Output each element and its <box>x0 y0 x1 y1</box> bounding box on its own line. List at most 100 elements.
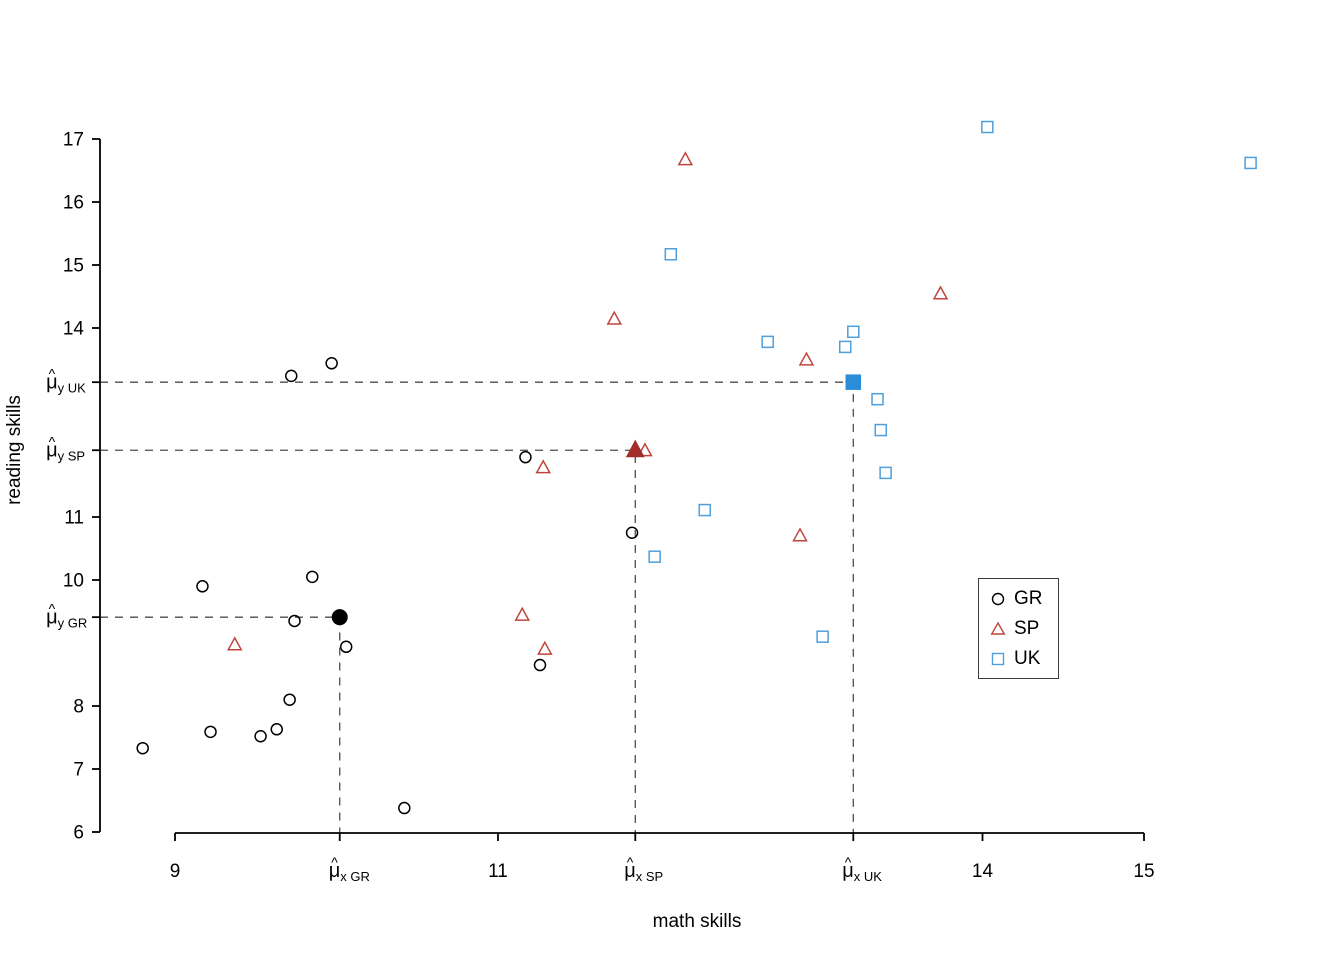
y-tick-label: 17 <box>63 130 84 151</box>
data-point-SP <box>792 527 808 542</box>
legend: GR SP UK <box>978 578 1059 679</box>
x-mu-label-UK: μ^x UK <box>842 854 882 884</box>
y-tick-label: 6 <box>73 823 84 844</box>
y-tick-label: 8 <box>73 697 84 718</box>
data-point-GR <box>283 693 296 706</box>
svg-text:x UK: x UK <box>854 869 883 884</box>
legend-item-gr: GR <box>990 584 1058 613</box>
data-point-SP <box>677 151 694 166</box>
data-point-UK <box>1244 156 1257 170</box>
y-tick-label: 7 <box>73 760 84 781</box>
data-point-UK <box>698 503 711 517</box>
data-point-GR <box>270 723 283 736</box>
x-mu-label-SP: μ^x SP <box>624 854 663 884</box>
data-point-GR <box>288 614 301 628</box>
svg-text:^: ^ <box>331 854 338 870</box>
data-point-SP <box>535 459 551 474</box>
y-mu-label-GR: μ^y GR <box>46 601 87 631</box>
data-point-UK <box>816 630 829 643</box>
svg-text:^: ^ <box>49 601 56 617</box>
data-point-SP <box>637 442 653 457</box>
data-point-UK <box>981 120 994 134</box>
legend-label-sp: SP <box>1014 617 1040 639</box>
svg-text:μ: μ <box>329 860 341 882</box>
y-tick-label: 15 <box>63 256 84 277</box>
mean-marker-UK <box>845 374 862 390</box>
mean-marker-GR <box>331 609 348 626</box>
data-point-GR <box>533 658 547 672</box>
uk-square-icon <box>991 652 1005 665</box>
svg-text:^: ^ <box>49 434 56 450</box>
gr-circle-icon <box>991 592 1005 605</box>
data-point-UK <box>761 335 774 349</box>
data-point-GR <box>196 580 209 593</box>
svg-text:^: ^ <box>49 366 56 382</box>
x-tick-label: 11 <box>488 861 508 882</box>
legend-item-uk: UK <box>990 644 1058 673</box>
data-point-SP <box>537 640 553 655</box>
y-tick-label: 11 <box>64 508 84 529</box>
mean-marker-SP <box>625 439 645 458</box>
legend-label-uk: UK <box>1014 647 1041 669</box>
x-tick-label: 15 <box>1133 861 1154 882</box>
data-point-UK <box>874 423 888 437</box>
series-GR <box>136 357 639 815</box>
data-point-GR <box>339 640 353 654</box>
svg-text:x GR: x GR <box>340 869 370 884</box>
axes <box>92 138 1145 841</box>
svg-text:μ: μ <box>842 860 854 882</box>
series-SP <box>226 151 949 655</box>
sp-triangle-icon <box>990 621 1006 635</box>
data-point-GR <box>204 725 217 739</box>
data-point-GR <box>325 357 338 370</box>
data-point-GR <box>285 369 298 383</box>
data-point-SP <box>226 636 243 651</box>
data-point-GR <box>519 450 532 464</box>
svg-text:y SP: y SP <box>58 449 85 464</box>
x-tick-label: 14 <box>972 861 994 882</box>
svg-text:μ: μ <box>46 607 58 629</box>
data-point-UK <box>664 248 678 261</box>
y-axis-title: reading skills <box>4 395 25 505</box>
mean-guide-GR <box>100 616 341 833</box>
tick-labels: 9 11 14 15 6 7 8 10 11 14 15 16 17 <box>63 130 1155 883</box>
y-tick-label: 10 <box>63 571 84 592</box>
x-tick-label: 9 <box>170 861 181 882</box>
data-point-GR <box>398 801 411 815</box>
mean-guides <box>100 381 854 833</box>
svg-text:μ: μ <box>46 440 58 462</box>
y-tick-label: 14 <box>63 319 85 340</box>
data-point-UK <box>879 466 892 480</box>
svg-text:y GR: y GR <box>58 616 88 631</box>
y-mu-label-SP: μ^y SP <box>46 434 85 464</box>
data-point-UK <box>838 340 852 354</box>
data-point-SP <box>514 606 530 621</box>
data-point-SP <box>606 310 623 325</box>
series-UK <box>648 120 1257 643</box>
svg-text:^: ^ <box>845 854 852 870</box>
mean-guide-SP <box>100 449 636 833</box>
data-point-GR <box>306 570 319 584</box>
data-point-UK <box>648 550 661 563</box>
y-mu-label-UK: μ^y UK <box>46 366 86 396</box>
x-axis-title: math skills <box>652 911 742 932</box>
svg-text:y UK: y UK <box>58 381 87 396</box>
svg-text:^: ^ <box>627 854 634 870</box>
data-point-GR <box>136 741 149 755</box>
legend-item-sp: SP <box>990 614 1058 643</box>
x-mu-label-GR: μ^x GR <box>329 854 370 884</box>
data-point-UK <box>871 392 884 406</box>
data-point-GR <box>625 526 639 539</box>
mean-markers <box>331 374 862 626</box>
svg-text:μ: μ <box>46 372 58 394</box>
data-point-SP <box>798 351 815 366</box>
y-tick-label: 16 <box>63 193 84 214</box>
data-point-GR <box>254 729 267 743</box>
legend-label-gr: GR <box>1014 587 1043 609</box>
data-point-UK <box>847 325 860 339</box>
svg-text:x SP: x SP <box>636 869 663 884</box>
data-point-SP <box>932 285 949 300</box>
svg-text:μ: μ <box>624 860 636 882</box>
